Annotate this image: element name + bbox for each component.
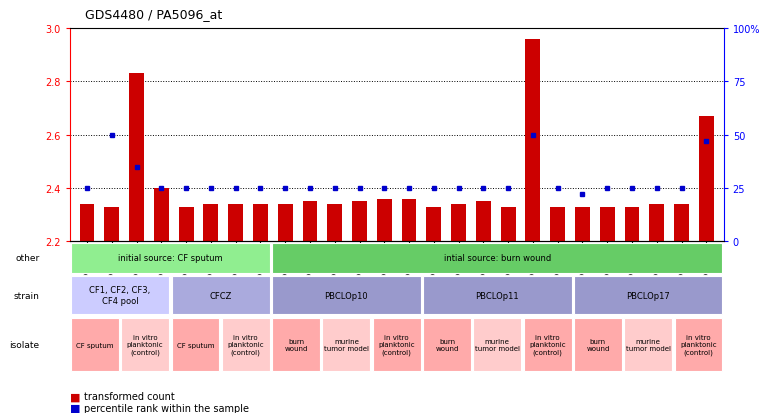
Text: in vitro
planktonic
(control): in vitro planktonic (control): [378, 335, 415, 355]
Bar: [377, 199, 392, 242]
Bar: [327, 204, 342, 242]
Text: burn
wound: burn wound: [284, 338, 308, 351]
Bar: [423, 276, 571, 314]
Bar: [222, 318, 269, 371]
Bar: [272, 276, 420, 314]
Bar: [272, 243, 722, 273]
Bar: [625, 207, 639, 242]
Bar: [71, 243, 269, 273]
Text: percentile rank within the sample: percentile rank within the sample: [84, 403, 248, 413]
Text: other: other: [15, 254, 39, 263]
Text: burn
wound: burn wound: [586, 338, 610, 351]
Bar: [172, 318, 219, 371]
Bar: [699, 116, 714, 242]
Bar: [71, 276, 169, 314]
Text: PBCLOp10: PBCLOp10: [324, 291, 368, 300]
Text: murine
tumor model: murine tumor model: [324, 338, 369, 351]
Bar: [426, 207, 441, 242]
Bar: [80, 204, 94, 242]
Text: strain: strain: [14, 291, 39, 300]
Text: initial source: CF sputum: initial source: CF sputum: [118, 254, 223, 263]
Text: burn
wound: burn wound: [435, 338, 459, 351]
Bar: [278, 204, 293, 242]
Text: intial source: burn wound: intial source: burn wound: [444, 254, 551, 263]
Text: in vitro
planktonic
(control): in vitro planktonic (control): [127, 335, 163, 355]
Bar: [550, 207, 565, 242]
Bar: [204, 204, 218, 242]
Bar: [172, 276, 269, 314]
Bar: [674, 204, 689, 242]
Text: GDS4480 / PA5096_at: GDS4480 / PA5096_at: [85, 8, 222, 21]
Bar: [323, 318, 370, 371]
Text: ■: ■: [70, 403, 80, 413]
Text: transformed count: transformed count: [84, 392, 174, 401]
Bar: [574, 276, 722, 314]
Bar: [575, 207, 590, 242]
Bar: [526, 40, 540, 242]
Text: murine
tumor model: murine tumor model: [474, 338, 520, 351]
Bar: [179, 207, 194, 242]
Bar: [675, 318, 722, 371]
Bar: [352, 202, 367, 242]
Bar: [451, 204, 466, 242]
Bar: [501, 207, 515, 242]
Bar: [649, 204, 664, 242]
Bar: [574, 318, 622, 371]
Text: PBCLOp11: PBCLOp11: [475, 291, 519, 300]
Bar: [154, 188, 169, 242]
Text: in vitro
planktonic
(control): in vitro planktonic (control): [228, 335, 264, 355]
Bar: [71, 318, 118, 371]
Text: ■: ■: [70, 392, 80, 401]
Text: CF sputum: CF sputum: [176, 342, 214, 348]
Text: isolate: isolate: [9, 340, 39, 349]
Bar: [303, 202, 317, 242]
Bar: [228, 204, 243, 242]
Text: CF sputum: CF sputum: [76, 342, 114, 348]
Bar: [253, 204, 268, 242]
Text: murine
tumor model: murine tumor model: [625, 338, 671, 351]
Bar: [402, 199, 416, 242]
Text: in vitro
planktonic
(control): in vitro planktonic (control): [680, 335, 717, 355]
Bar: [476, 202, 491, 242]
Text: CFCZ: CFCZ: [210, 291, 231, 300]
Bar: [122, 318, 169, 371]
Bar: [272, 318, 320, 371]
Bar: [129, 74, 144, 242]
Bar: [104, 207, 119, 242]
Bar: [474, 318, 521, 371]
Text: CF1, CF2, CF3,
CF4 pool: CF1, CF2, CF3, CF4 pool: [89, 286, 151, 305]
Bar: [373, 318, 420, 371]
Bar: [423, 318, 471, 371]
Text: PBCLOp17: PBCLOp17: [626, 291, 670, 300]
Bar: [600, 207, 615, 242]
Bar: [625, 318, 672, 371]
Text: in vitro
planktonic
(control): in vitro planktonic (control): [529, 335, 566, 355]
Bar: [524, 318, 571, 371]
